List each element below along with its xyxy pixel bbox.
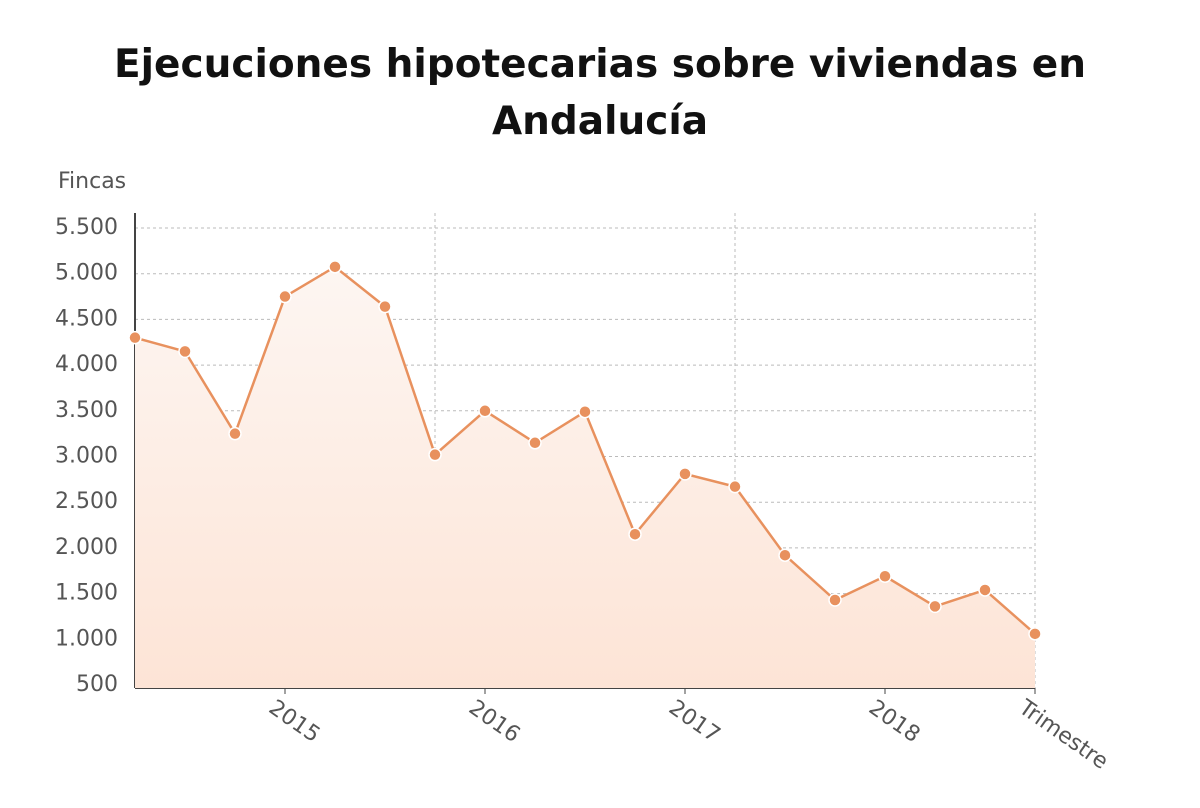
marker <box>378 299 392 314</box>
marker <box>678 467 692 481</box>
marker <box>528 436 542 450</box>
x-tick-label: 2018 <box>864 695 924 748</box>
y-tick-label: 5.000 <box>55 261 118 286</box>
y-tick-label: 3.500 <box>55 398 118 423</box>
marker <box>828 593 842 607</box>
marker <box>578 404 592 419</box>
y-tick-label: 3.000 <box>55 444 118 469</box>
marker <box>128 330 142 345</box>
y-tick-label: 4.500 <box>55 306 118 331</box>
marker <box>478 404 492 418</box>
x-tick-label: Trimestre <box>1013 695 1112 775</box>
y-tick-label: 1.500 <box>55 581 118 606</box>
y-tick-label: 2.000 <box>55 535 118 560</box>
area <box>135 266 1035 688</box>
marker <box>278 289 292 304</box>
marker <box>978 583 992 597</box>
marker <box>178 344 192 359</box>
marker <box>778 548 792 562</box>
marker <box>728 479 742 494</box>
marker <box>928 599 942 614</box>
marker <box>428 447 442 462</box>
y-tick-label: 500 <box>76 672 118 697</box>
marker <box>228 426 242 441</box>
y-tick-label: 4.000 <box>55 352 118 377</box>
y-tick-label: 5.500 <box>55 215 118 240</box>
y-tick-label: 2.500 <box>55 489 118 514</box>
chart-title: Ejecuciones hipotecarias sobre viviendas… <box>114 42 1086 144</box>
y-tick-label: 1.000 <box>55 626 118 651</box>
marker <box>628 527 642 541</box>
marker <box>878 569 892 583</box>
x-tick-label: 2017 <box>664 695 724 748</box>
y-axis-label: Fincas <box>58 169 126 194</box>
x-tick-label: 2015 <box>264 695 324 748</box>
marker <box>1028 627 1042 641</box>
marker <box>328 260 342 274</box>
x-tick-label: 2016 <box>464 695 524 748</box>
